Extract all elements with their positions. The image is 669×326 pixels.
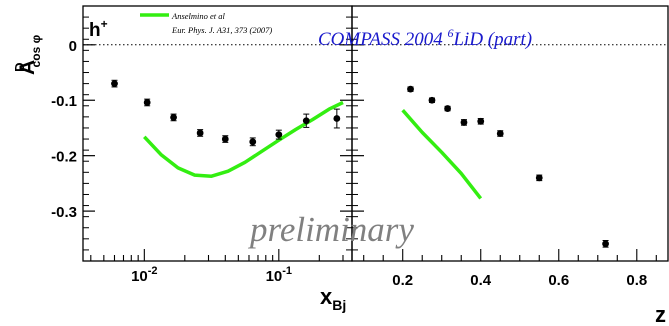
data-point: [143, 99, 151, 106]
x-tick-label: 10-2: [131, 265, 157, 285]
y-tick-label: -0.2: [51, 149, 77, 166]
preliminary-watermark: preliminary: [247, 210, 414, 249]
panel-tag: h+: [89, 17, 108, 41]
legend-ref: Eur. Phys. J. A31, 373 (2007): [171, 25, 272, 35]
y-axis-label: AD cos φ: [12, 34, 43, 75]
data-point: [275, 131, 283, 139]
y-tick-label: -0.3: [51, 204, 77, 221]
x-tick-label: 10-1: [266, 265, 292, 285]
legend-name: Anselmino et al: [171, 11, 226, 21]
experiment-label: COMPASS 2004 6LiD (part): [318, 26, 532, 50]
x-axis-label-left: xBj: [320, 284, 346, 313]
data-point: [196, 129, 204, 137]
data-point: [535, 174, 543, 182]
data-point: [221, 135, 229, 143]
data-point: [460, 119, 468, 126]
data-point: [477, 117, 485, 125]
data-point: [407, 85, 414, 93]
data-point: [602, 240, 609, 248]
right-panel-frame: [351, 5, 669, 262]
x-tick-label: 0.4: [470, 272, 492, 289]
y-tick-label: -0.1: [51, 93, 77, 110]
right-panel: 0.2 0.4 0.6 0.8: [351, 5, 669, 289]
data-point: [302, 117, 310, 125]
data-point: [333, 115, 341, 122]
data-point: [444, 105, 451, 112]
x-tick-label: 0.8: [626, 272, 647, 289]
y-tick-label: 0: [69, 38, 77, 55]
theory-curve: [143, 100, 344, 178]
theory-curve: [401, 109, 483, 200]
data-point: [496, 130, 504, 137]
x-tick-label: 0.6: [548, 272, 569, 289]
data-point: [170, 114, 177, 121]
x-axis-label-right: z: [655, 302, 666, 326]
data-point: [428, 96, 436, 104]
left-panel: 0 -0.1 -0.2 -0.3 10-2 10-1: [51, 5, 353, 285]
data-point: [111, 80, 118, 88]
x-tick-label: 0.2: [392, 272, 413, 289]
data-point: [249, 138, 257, 146]
